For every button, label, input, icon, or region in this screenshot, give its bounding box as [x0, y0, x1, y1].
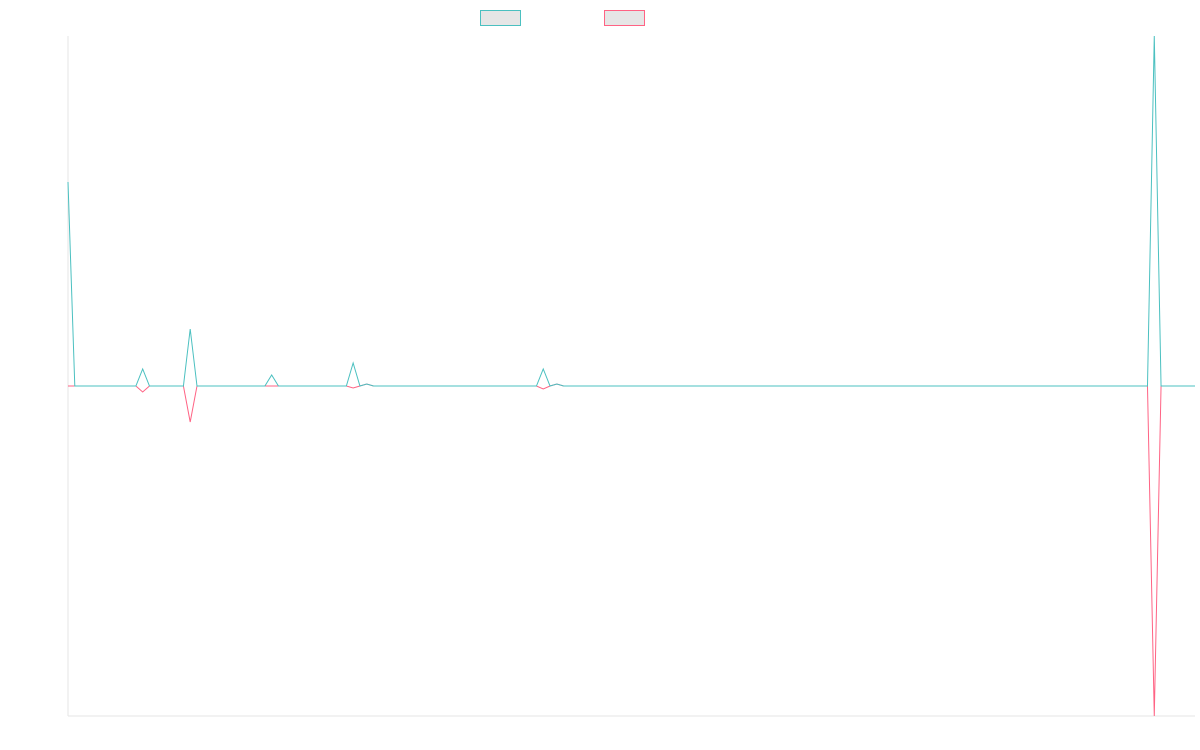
line-series — [68, 383, 1195, 717]
legend-swatch — [604, 10, 645, 26]
line-series — [67, 35, 1195, 387]
legend-swatch — [480, 10, 521, 26]
